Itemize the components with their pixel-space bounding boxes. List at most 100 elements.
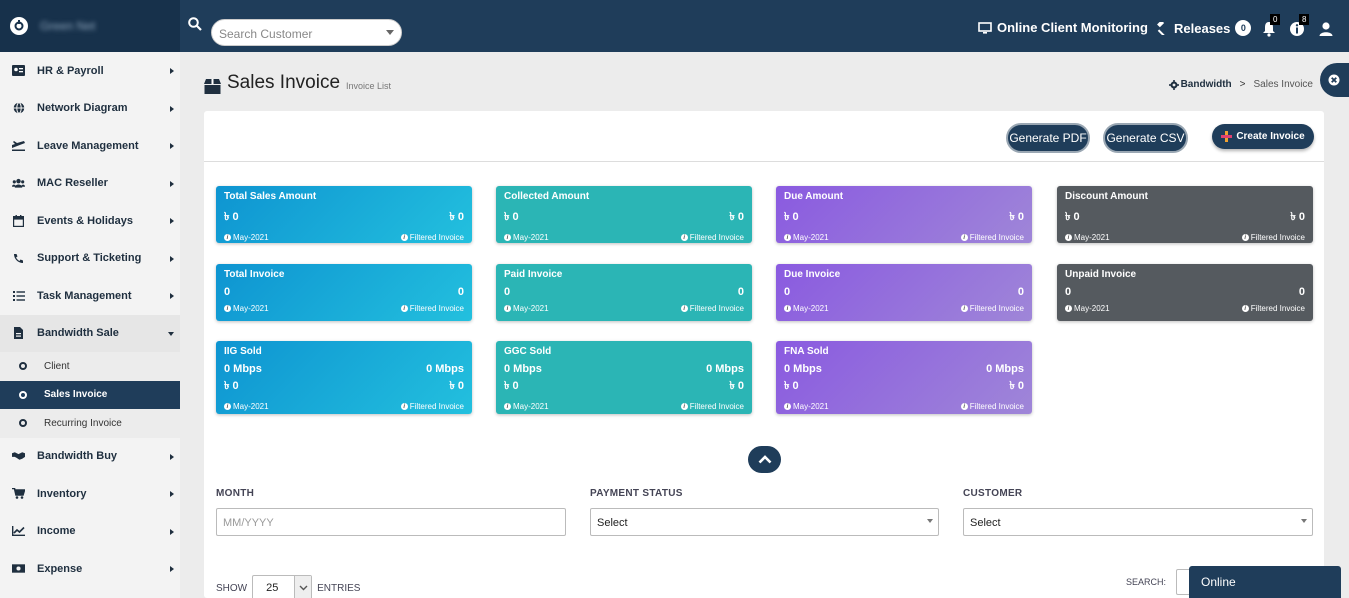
stat-month: i May-2021 [504, 402, 549, 411]
payment-status-value: Select [597, 517, 628, 529]
chevron-right-icon [170, 293, 174, 299]
breadcrumb-current: Sales Invoice [1253, 79, 1313, 90]
card-toolbar: Generate PDF Generate CSV Create Invoice [204, 111, 1324, 162]
month-input[interactable]: MM/YYYY [216, 508, 566, 536]
entries-label: ENTRIES [317, 582, 361, 594]
entries-select[interactable]: 25 [252, 575, 313, 598]
phone-icon [12, 252, 25, 265]
chevron-right-icon [170, 218, 174, 224]
stat-filter: i Filtered Invoice [680, 304, 744, 313]
info-icon: i [784, 305, 791, 312]
sidebar-item-income[interactable]: Income [0, 513, 180, 551]
sidebar-item-mac-reseller[interactable]: MAC Reseller [0, 165, 180, 203]
stat-value-right: 0 Mbps [986, 363, 1024, 375]
info-icon: i [960, 305, 968, 312]
stat-title: FNA Sold [784, 346, 829, 357]
chevron-up-icon [758, 455, 771, 464]
info-icon: i [680, 234, 688, 241]
stat-value-right: 0 Mbps [426, 363, 464, 375]
collapse-stats-button[interactable] [748, 446, 781, 473]
stat-title: Discount Amount [1065, 191, 1148, 202]
breadcrumb-bandwidth[interactable]: Bandwidth [1168, 79, 1232, 90]
stat-month: i May-2021 [784, 402, 829, 411]
sidebar-subitem-recurring-invoice[interactable]: Recurring Invoice [0, 409, 180, 438]
stat-amount-left: ৳ 0 [224, 380, 239, 392]
info-icon: i [784, 234, 791, 241]
generate-csv-button[interactable]: Generate CSV [1103, 123, 1188, 153]
stat-value-left: 0 Mbps [784, 363, 822, 375]
stat-month-label: May-2021 [793, 304, 829, 313]
generate-pdf-button[interactable]: Generate PDF [1006, 123, 1090, 153]
info-icon: i [680, 403, 688, 410]
sidebar-item-leave-management[interactable]: Leave Management [0, 127, 180, 165]
stat-card-iig-sold: IIG Sold 0 Mbps 0 Mbps ৳ 0 ৳ 0 i May-2021 i F… [216, 341, 472, 414]
brand-logo-icon [10, 17, 28, 35]
sidebar-item-hr-payroll[interactable]: HR & Payroll [0, 52, 180, 90]
stat-card-collected: Collected Amount ৳ 0 ৳ 0 i May-2021 i Filter… [496, 186, 752, 243]
stat-value-right: 0 [737, 286, 744, 298]
bell-count-badge: 0 [1270, 14, 1281, 25]
monitor-icon [978, 21, 992, 34]
info-count-badge: 8 [1299, 14, 1310, 25]
chevron-down-icon [1301, 519, 1307, 523]
breadcrumb-separator: > [1239, 79, 1246, 90]
stat-value-left: ৳ 0 [1065, 211, 1080, 223]
sidebar-item-bandwidth-buy[interactable]: Bandwidth Buy [0, 438, 180, 476]
sidebar-item-label: Expense [37, 562, 83, 575]
online-chat-tab[interactable]: Online [1189, 566, 1341, 598]
sidebar-subitem-sales-invoice[interactable]: Sales Invoice [0, 380, 180, 409]
brand[interactable]: Green Net [0, 0, 180, 52]
info-circle-icon[interactable] [1289, 21, 1305, 37]
breadcrumb: Bandwidth > Sales Invoice [1168, 79, 1313, 90]
stat-filter: i Filtered Invoice [1241, 304, 1305, 313]
sidebar-subitem-client[interactable]: Client [0, 352, 180, 381]
payment-status-select[interactable]: Select [590, 508, 939, 536]
sidebar-item-task-management[interactable]: Task Management [0, 277, 180, 315]
search-icon[interactable] [188, 17, 202, 31]
sidebar-item-inventory[interactable]: Inventory [0, 475, 180, 513]
top-bar: Green Net Search Customer Online Client … [0, 0, 1349, 52]
info-icon: i [504, 403, 511, 410]
stat-month: i May-2021 [224, 233, 269, 242]
globe-icon [12, 102, 25, 115]
sidebar-item-bandwidth-sale[interactable]: Bandwidth Sale [0, 314, 180, 352]
chevron-right-icon [170, 528, 174, 535]
user-icon[interactable] [1318, 21, 1334, 37]
stat-filter: i Filtered Invoice [680, 402, 744, 411]
page-title: Sales Invoice [227, 72, 341, 93]
stat-month-label: May-2021 [513, 233, 549, 242]
right-panel-toggle[interactable] [1320, 63, 1349, 97]
stat-month-label: May-2021 [233, 304, 269, 313]
stat-month-label: May-2021 [233, 233, 269, 242]
payment-status-label: PAYMENT STATUS [590, 488, 683, 499]
stat-month: i May-2021 [224, 304, 269, 313]
stat-value-right: 0 [1017, 286, 1024, 298]
stat-month-label: May-2021 [793, 233, 829, 242]
info-icon: i [1241, 234, 1249, 241]
sidebar-item-expense[interactable]: Expense [0, 550, 180, 588]
stat-filter-label: Filtered Invoice [689, 402, 744, 411]
chevron-down-icon [927, 519, 933, 523]
stat-value-left: 0 [1065, 286, 1072, 298]
sidebar-item-label: Events & Holidays [37, 214, 133, 227]
stat-filter: i Filtered Invoice [960, 304, 1024, 313]
customer-value: Select [970, 517, 1001, 529]
sidebar-item-events-holidays[interactable]: Events & Holidays [0, 202, 180, 240]
releases-link[interactable]: Releases 0 [1156, 20, 1252, 36]
circle-dot-icon [19, 362, 27, 371]
stat-value-left: 0 [784, 286, 791, 298]
sidebar-item-support-ticketing[interactable]: Support & Ticketing [0, 240, 180, 278]
online-client-monitoring-link[interactable]: Online Client Monitoring [978, 20, 1148, 35]
create-invoice-button[interactable]: Create Invoice [1212, 124, 1314, 149]
search-placeholder: Search Customer [219, 27, 313, 41]
search-customer-select[interactable]: Search Customer [211, 19, 402, 46]
users-icon [12, 177, 25, 190]
stat-value-right: ৳ 0 [1009, 211, 1024, 223]
stat-value-right: 0 [457, 286, 464, 298]
sidebar-item-network-diagram[interactable]: Network Diagram [0, 90, 180, 128]
chevron-right-icon [170, 68, 174, 74]
stat-filter: i Filtered Invoice [1241, 233, 1305, 242]
box-icon [204, 79, 221, 94]
customer-select[interactable]: Select [963, 508, 1313, 536]
